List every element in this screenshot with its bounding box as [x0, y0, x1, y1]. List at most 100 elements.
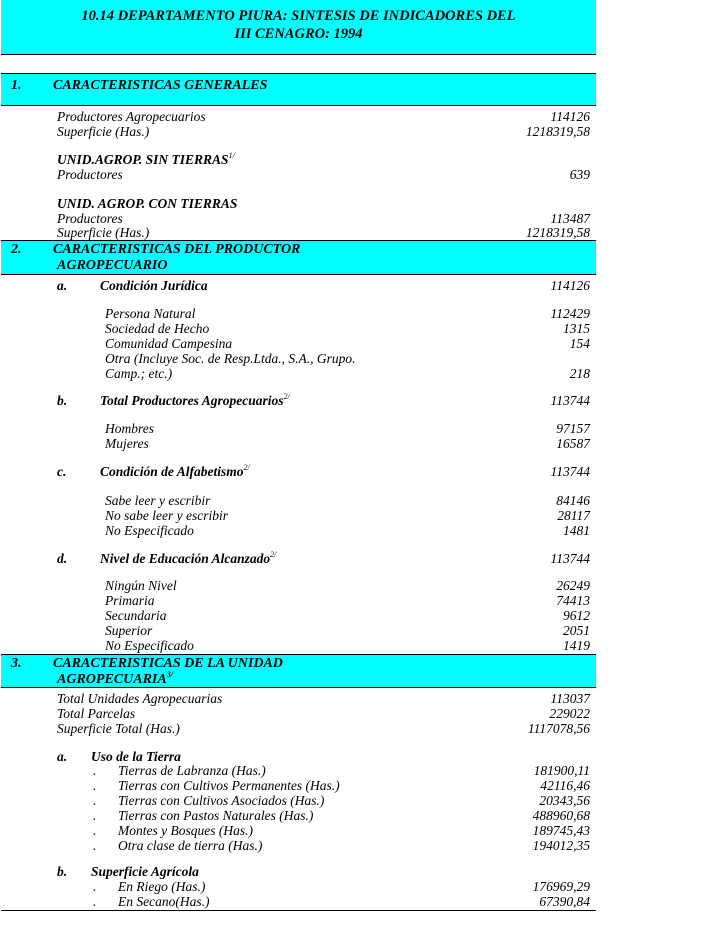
section-header-1: 1. CARACTERISTICAS GENERALES	[1, 73, 596, 106]
row-label-wrap: Superficie Total (Has.)	[57, 721, 180, 736]
row-label-wrap: Total Unidades Agropecuarias	[57, 691, 222, 706]
row-label: Tierras con Cultivos Permanentes (Has.)	[118, 777, 340, 793]
section-number: 1.	[11, 78, 22, 93]
row-label-wrap: Tierras de Labranza (Has.)	[118, 763, 266, 778]
section-title: CARACTERISTICAS DEL PRODUCTOR AGROPECUAR…	[53, 242, 300, 274]
row-label-wrap: Secundaria	[105, 608, 167, 623]
footnote-marker: 2/	[270, 549, 277, 559]
row-value: 1117078,56	[527, 720, 590, 736]
row-label: No Especificado	[105, 522, 194, 538]
section-header-2: 2. CARACTERISTICAS DEL PRODUCTOR AGROPEC…	[1, 240, 596, 275]
table-row: Total Parcelas 229022	[0, 706, 596, 721]
row-value: 229022	[549, 705, 591, 721]
bullet-dot: .	[93, 777, 97, 793]
row-label-wrap: Montes y Bosques (Has.)	[118, 823, 253, 838]
row-label: Otra clase de tierra (Has.)	[118, 837, 263, 853]
row-label: Sociedad de Hecho	[105, 320, 210, 336]
row-label-wrap: Ningún Nivel	[105, 578, 177, 593]
row-label-wrap: Productores	[57, 167, 123, 182]
row-label: Mujeres	[105, 435, 149, 451]
table-row: Productores 639	[0, 167, 596, 182]
row-subheading: Condición Jurídica	[100, 277, 208, 293]
row-value: 1419	[563, 637, 590, 653]
row-label: Superior	[105, 622, 153, 638]
row-label: Total Parcelas	[57, 705, 136, 721]
row-value: 113744	[550, 550, 591, 566]
row-value: 113487	[550, 210, 591, 226]
row-value: 20343,56	[539, 792, 590, 808]
row-label-wrap: Primaria	[105, 593, 155, 608]
row-value: 639	[569, 166, 590, 182]
row-label-wrap: Nivel de Educación Alcanzado2/	[100, 549, 277, 566]
row-label: Montes y Bosques (Has.)	[118, 822, 253, 838]
table-row: UNID. AGROP. CON TIERRAS	[0, 196, 596, 211]
row-label-wrap: Productores	[57, 211, 123, 226]
row-label-wrap: Sabe leer y escribir	[105, 493, 210, 508]
footnote-marker: 1/	[228, 150, 235, 160]
table-row: Superficie (Has.) 1218319,58	[0, 124, 596, 139]
row-label-wrap: En Secano(Has.)	[118, 894, 209, 909]
row-label: Secundaria	[105, 607, 167, 623]
table-row: . Tierras de Labranza (Has.) 181900,11	[0, 763, 596, 778]
row-label-wrap: Tierras con Cultivos Asociados (Has.)	[118, 793, 324, 808]
table-row: . En Secano(Has.) 67390,84	[0, 894, 596, 909]
row-value: 26249	[556, 577, 590, 593]
row-value: 113744	[550, 463, 591, 479]
table-row: Superficie Total (Has.) 1117078,56	[0, 721, 596, 736]
table-title: 10.14 DEPARTAMENTO PIURA: SINTESIS DE IN…	[1, 0, 596, 55]
row-subheading: Uso de la Tierra	[91, 748, 181, 764]
table-row: . En Riego (Has.) 176969,29	[0, 879, 596, 894]
row-label: Productores	[57, 210, 123, 226]
row-label-wrap: Camp.; etc.)	[105, 366, 172, 381]
table-row: UNID.AGROP. SIN TIERRAS1/	[0, 150, 596, 167]
row-label-wrap: Superficie (Has.)	[57, 124, 149, 139]
table-row: Comunidad Campesina 154	[0, 336, 596, 351]
table-row: Superficie (Has.) 1218319,58	[0, 225, 596, 240]
row-label-wrap: Otra (Incluye Soc. de Resp.Ltda., S.A., …	[105, 351, 355, 366]
table-row: Persona Natural 112429	[0, 306, 596, 321]
table-row: No Especificado 1481	[0, 523, 596, 538]
row-label-wrap: Sociedad de Hecho	[105, 321, 209, 336]
row-label-wrap: Condición Jurídica	[100, 278, 208, 293]
table-row: . Montes y Bosques (Has.) 189745,43	[0, 823, 596, 838]
section-header-3: 3. CARACTERISTICAS DE LA UNIDAD AGROPECU…	[1, 654, 596, 688]
section-number: 2.	[11, 242, 22, 257]
row-label: No Especificado	[105, 637, 194, 653]
row-letter: a.	[57, 748, 68, 764]
row-label-wrap: Mujeres	[105, 436, 149, 451]
row-label-wrap: No Especificado	[105, 638, 194, 653]
row-value: 1315	[563, 320, 590, 336]
footnote-marker: 2/	[243, 462, 250, 472]
table-row: Ningún Nivel 26249	[0, 578, 596, 593]
row-label: Tierras con Pastos Naturales (Has.)	[118, 807, 314, 823]
row-label: En Riego (Has.)	[118, 878, 206, 894]
row-value: 67390,84	[539, 893, 590, 909]
section-title-line-2: AGROPECUARIA	[57, 672, 167, 687]
row-label-wrap: Tierras con Cultivos Permanentes (Has.)	[118, 778, 340, 793]
table-row: Total Unidades Agropecuarias 113037	[0, 691, 596, 706]
row-label-wrap: No sabe leer y escribir	[105, 508, 228, 523]
row-label-wrap: Persona Natural	[105, 306, 195, 321]
row-label: Tierras con Cultivos Asociados (Has.)	[118, 792, 325, 808]
row-value: 16587	[556, 435, 590, 451]
table-row: b. Total Productores Agropecuarios2/11374…	[0, 392, 596, 408]
bullet-dot: .	[93, 762, 97, 778]
row-label-wrap: Tierras con Pastos Naturales (Has.)	[118, 808, 313, 823]
table-row: . Tierras con Cultivos Asociados (Has.) 20…	[0, 793, 596, 808]
row-label: Superficie (Has.)	[57, 224, 150, 240]
table-row: Otra (Incluye Soc. de Resp.Ltda., S.A., …	[0, 351, 596, 366]
table-row: Sabe leer y escribir 84146	[0, 493, 596, 508]
row-label: Camp.; etc.)	[105, 365, 173, 381]
row-value: 97157	[556, 420, 590, 436]
row-label-wrap: UNID.AGROP. SIN TIERRAS1/	[57, 150, 235, 167]
row-value: 488960,68	[532, 807, 590, 823]
row-value: 218	[569, 365, 590, 381]
row-letter: b.	[57, 392, 68, 408]
section-title-line-2: AGROPECUARIO	[57, 258, 168, 273]
row-label: Persona Natural	[105, 305, 196, 321]
row-value: 28117	[557, 507, 590, 523]
row-label: Superficie Total (Has.)	[57, 720, 180, 736]
row-value: 176969,29	[532, 878, 590, 894]
row-label: Superficie (Has.)	[57, 123, 150, 139]
row-value: 114126	[550, 108, 591, 124]
